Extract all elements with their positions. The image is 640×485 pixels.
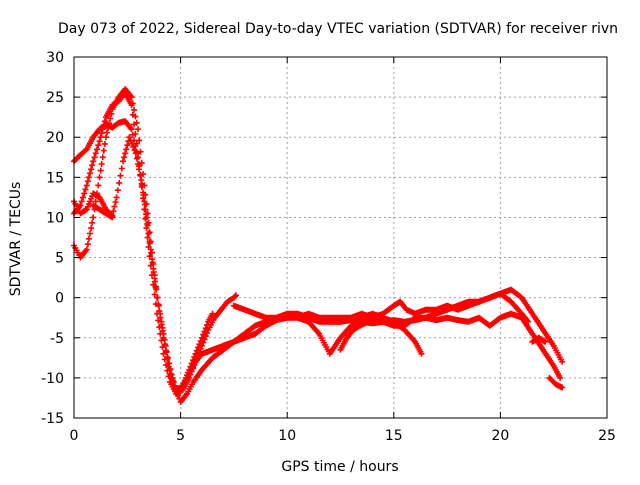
series-markers [71, 118, 564, 393]
x-axis-label: GPS time / hours [281, 459, 398, 475]
x-tick-label: 10 [278, 428, 296, 444]
grid-lines [74, 57, 607, 418]
series-markers [71, 134, 425, 405]
y-axis-label: SDTVAR / TECUs [8, 182, 24, 297]
series-track-2 [71, 134, 425, 405]
plot-frame [73, 56, 608, 419]
chart-title: Day 073 of 2022, Sidereal Day-to-day VTE… [58, 21, 618, 37]
x-tick-label: 20 [491, 428, 509, 444]
x-tick-label: 0 [70, 428, 79, 444]
x-tick-label: 15 [385, 428, 403, 444]
x-tick-label: 5 [176, 428, 185, 444]
series-markers [90, 202, 116, 221]
series-track-10 [90, 202, 116, 221]
series-markers [529, 334, 549, 345]
series-track-7 [529, 334, 549, 345]
series-markers [546, 374, 566, 391]
series-track-8 [546, 374, 566, 391]
data-points [71, 86, 566, 405]
series-track-1 [71, 118, 564, 393]
y-tick-label: 5 [55, 251, 64, 267]
y-tick-label: 0 [55, 291, 64, 307]
y-tick-label: 25 [46, 90, 64, 106]
series-track-9 [337, 318, 372, 353]
y-tick-label: 20 [46, 130, 64, 146]
y-tick-label: 30 [46, 50, 64, 66]
y-tick-label: 10 [46, 210, 64, 226]
y-tick-label: 15 [46, 170, 64, 186]
series-markers [337, 318, 372, 353]
y-tick-label: -15 [41, 411, 64, 427]
x-tick-label: 25 [598, 428, 616, 444]
y-tick-label: -10 [41, 371, 64, 387]
y-tick-label: -5 [50, 331, 64, 347]
axis-ticks: 0 5 10 15 20 25 -15 -10 -5 0 5 10 15 20 25 30 [41, 50, 616, 444]
